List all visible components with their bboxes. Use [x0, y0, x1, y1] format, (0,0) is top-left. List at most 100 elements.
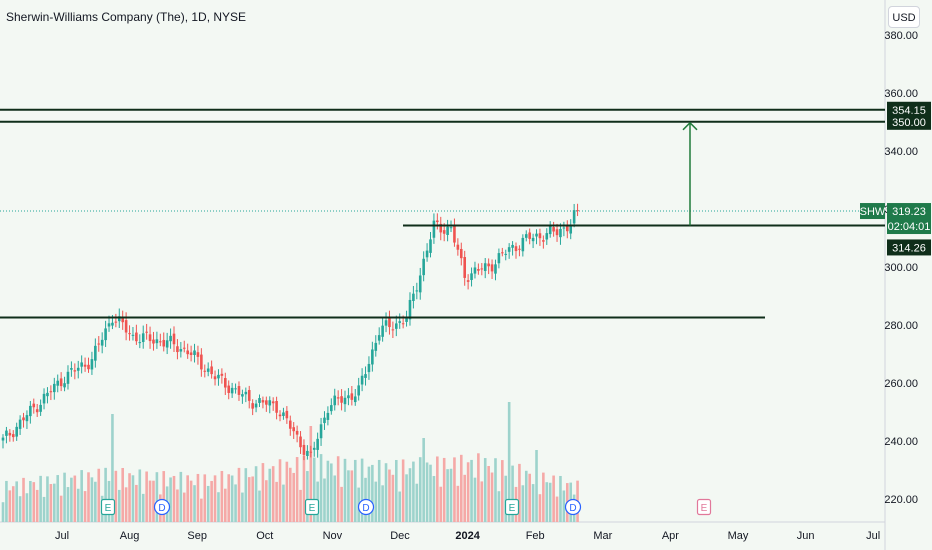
candle-body: [117, 316, 121, 322]
candle-body: [107, 323, 111, 327]
candle-body: [193, 350, 196, 356]
time-tick-label: Apr: [662, 530, 679, 542]
time-axis[interactable]: Jul Aug Sep Oct Nov Dec 2024 Feb Mar Apr May Jun Jul: [55, 530, 880, 542]
volume-bar: [182, 492, 186, 522]
volume-bar: [230, 475, 234, 522]
currency-button[interactable]: USD: [888, 6, 920, 28]
volume-bar: [295, 457, 299, 522]
candle-body: [483, 263, 487, 271]
volume-bar: [203, 474, 207, 522]
candle-body: [422, 258, 425, 276]
volume-bar: [456, 485, 460, 522]
candle-body: [518, 248, 521, 250]
candle-body: [576, 210, 579, 212]
volume-bar: [490, 472, 494, 522]
volume-bar: [531, 484, 535, 522]
volume-bar: [25, 493, 29, 522]
candle-body: [384, 320, 388, 326]
candle-body: [309, 451, 313, 453]
candle-body: [90, 359, 94, 370]
time-tick-label: Jul: [55, 530, 69, 542]
candle-body: [439, 223, 443, 233]
candle-body: [196, 352, 200, 357]
bar-countdown: 02:04:01: [888, 221, 931, 233]
arrow-head: [682, 121, 698, 131]
candle-body: [415, 290, 419, 292]
price-tick-label: 280.00: [884, 320, 918, 332]
candle-body: [186, 350, 189, 355]
volume-bar: [220, 470, 224, 522]
volume-bar: [278, 459, 282, 522]
level-price-tag: [887, 239, 931, 256]
earnings-marker[interactable]: [100, 498, 116, 516]
candle-body: [381, 325, 384, 337]
candle-body: [53, 383, 56, 393]
volume-bar: [401, 459, 405, 522]
candle-body: [94, 345, 97, 361]
volume-bar: [494, 458, 497, 522]
candle-body: [412, 293, 415, 301]
volume-bar: [261, 463, 265, 522]
volume-bar: [193, 485, 196, 522]
candle-body: [254, 403, 258, 408]
candle-body: [32, 403, 36, 408]
candle-body: [278, 414, 282, 417]
horizontal-levels[interactable]: [0, 108, 885, 319]
candle-body: [377, 335, 381, 341]
candle-body: [128, 333, 131, 335]
dividend-marker[interactable]: [357, 498, 375, 516]
volume-bar: [15, 481, 18, 522]
candle-body: [5, 430, 8, 436]
candle-body: [258, 398, 261, 403]
volume-bar: [555, 496, 559, 522]
volume-bar: [258, 490, 261, 522]
candle-body: [87, 364, 90, 370]
candle-body: [268, 400, 272, 406]
volume-bar: [124, 487, 128, 522]
volume-bar: [59, 495, 63, 522]
candle-body: [22, 417, 25, 421]
volume-bar: [405, 474, 408, 522]
volume-bar: [169, 477, 172, 522]
dividend-marker[interactable]: [153, 498, 171, 516]
time-tick-label: Oct: [256, 530, 273, 542]
volume-bar: [538, 494, 542, 522]
candle-body: [432, 220, 436, 238]
earnings-marker[interactable]: [696, 498, 712, 516]
volume-bar: [131, 475, 135, 522]
candle-body: [446, 226, 449, 235]
candle-body: [169, 335, 172, 342]
candle-body: [312, 447, 316, 450]
candle-body: [347, 395, 350, 399]
candle-body: [35, 409, 39, 413]
volume-bar: [384, 463, 388, 522]
candle-body: [234, 388, 237, 390]
earnings-marker[interactable]: [504, 498, 520, 516]
volume-bar: [70, 477, 73, 522]
volume-bar: [39, 475, 42, 522]
dividend-marker[interactable]: [564, 498, 582, 516]
time-tick-label: Mar: [593, 530, 612, 542]
candle-body: [217, 374, 220, 379]
candle-body: [542, 240, 545, 242]
volume-bar: [470, 459, 473, 522]
volume-bar: [459, 454, 463, 522]
volume-bar: [439, 486, 443, 522]
target-arrow[interactable]: [682, 121, 698, 226]
candle-body: [159, 341, 162, 343]
volume-bar: [155, 472, 159, 522]
time-tick-label: Feb: [526, 530, 545, 542]
volume-bar: [275, 481, 278, 522]
volume-bar: [340, 486, 343, 522]
volume-bar: [453, 457, 456, 522]
candle-body: [206, 368, 210, 372]
candle-body: [521, 237, 525, 252]
earnings-marker[interactable]: [304, 498, 320, 516]
volume-bar: [347, 470, 350, 522]
price-axis[interactable]: 380.00360.00340.00320.00300.00280.00260.…: [884, 30, 918, 506]
candle-body: [131, 334, 135, 336]
volume-bar: [148, 480, 152, 522]
candle-body: [18, 419, 22, 429]
earnings-marker-label: E: [309, 503, 316, 514]
